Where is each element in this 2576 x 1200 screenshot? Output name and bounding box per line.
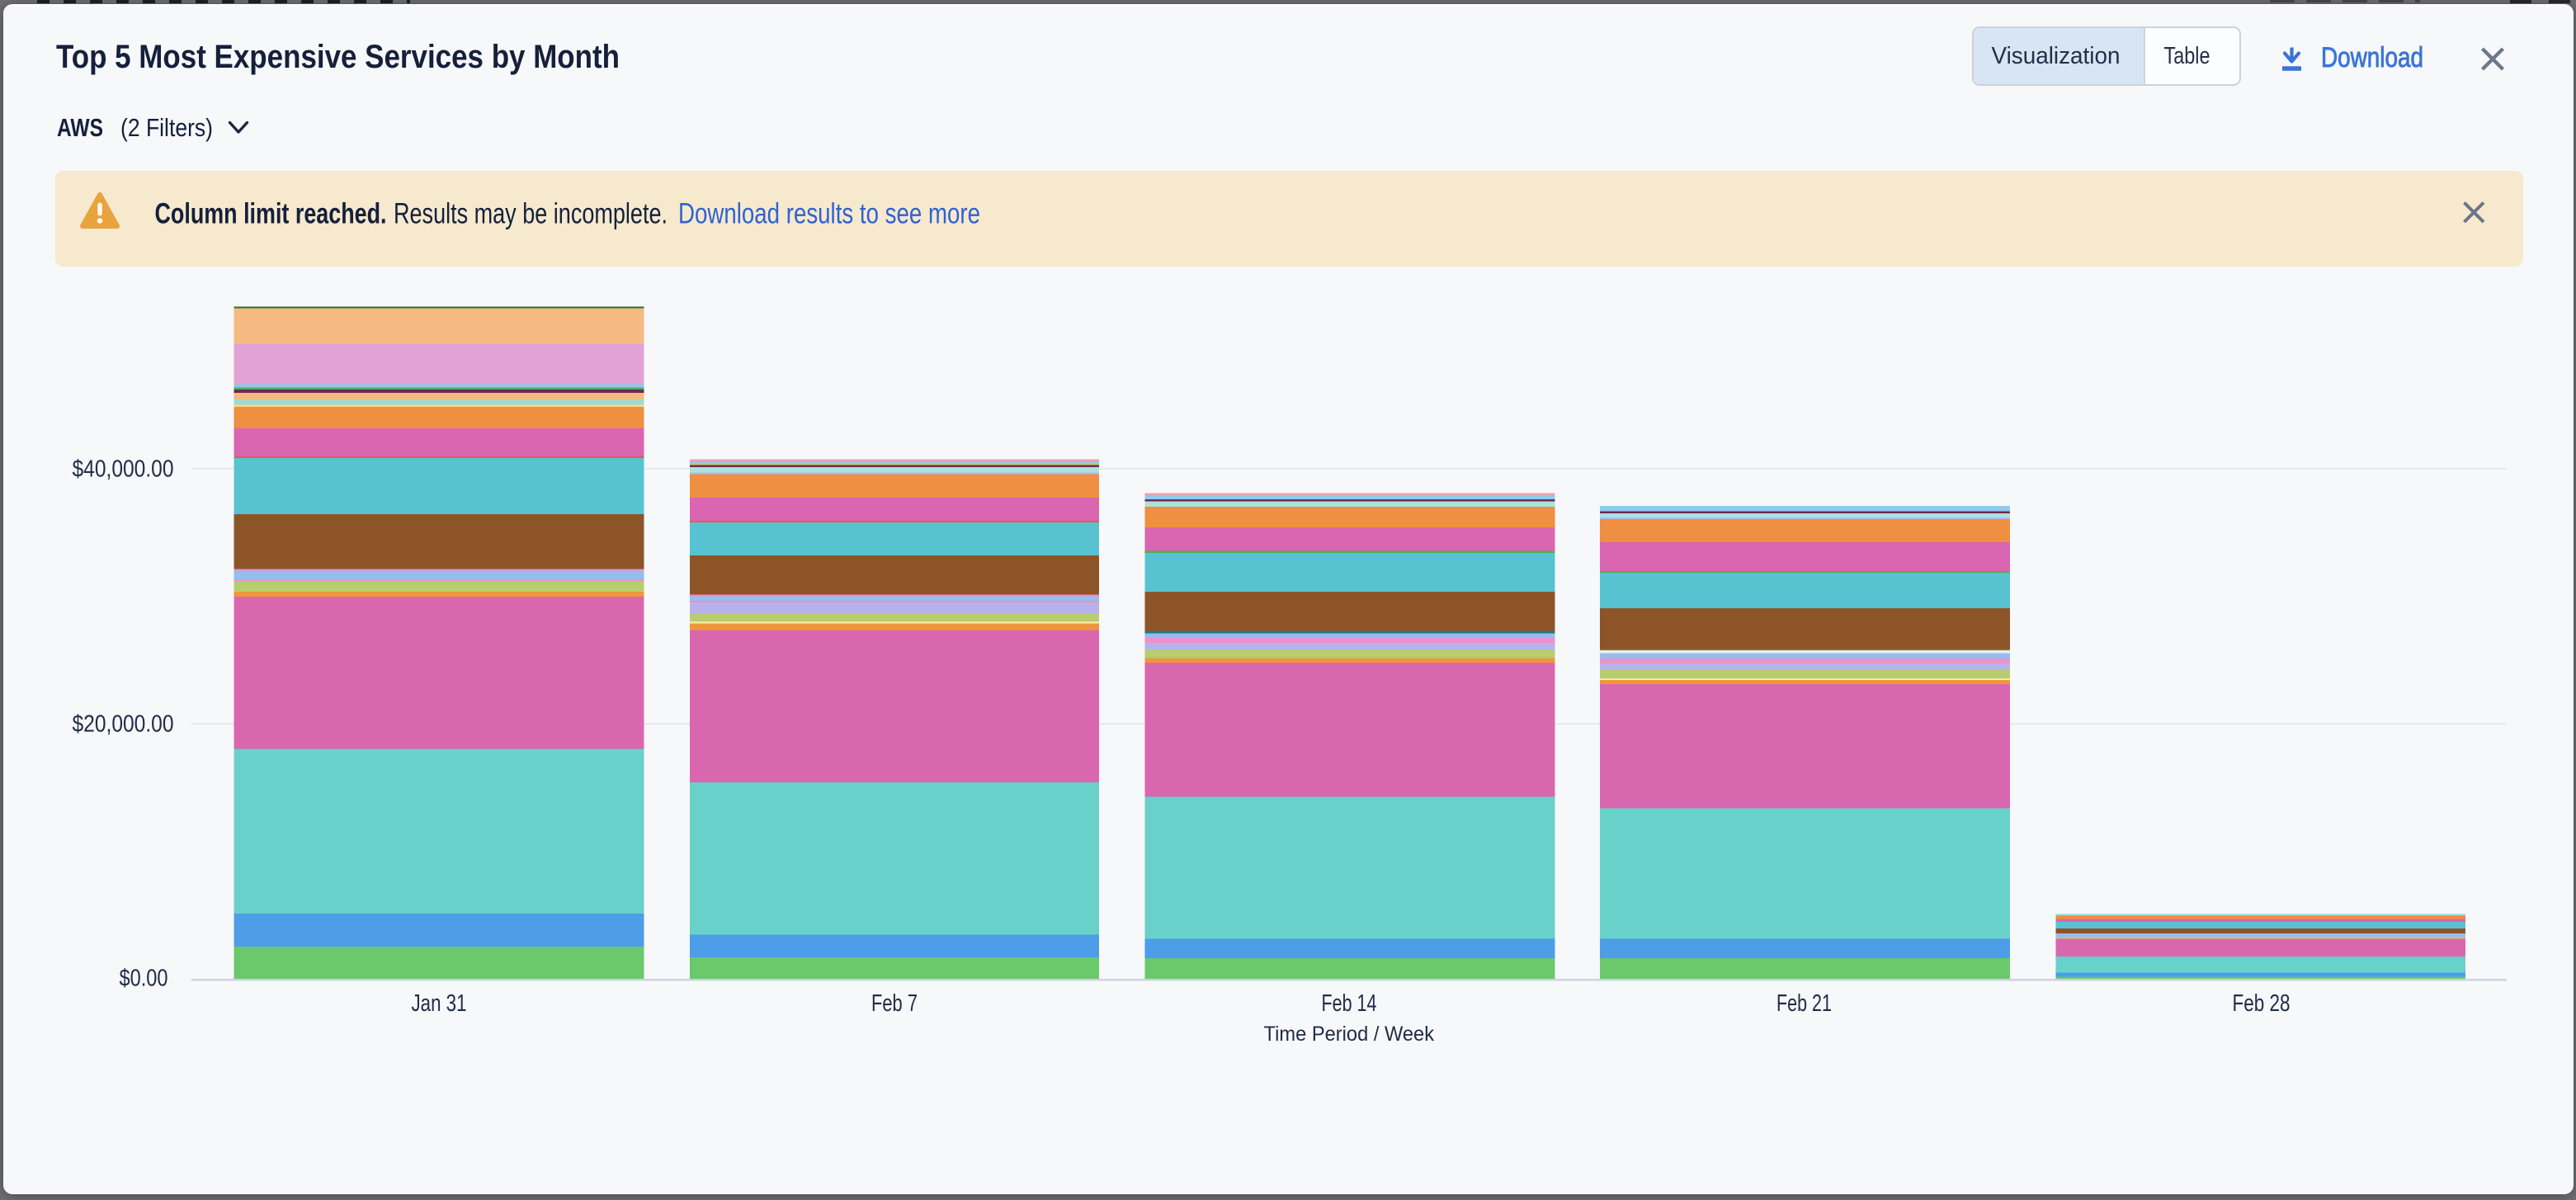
svg-text:Visualization: Visualization: [1992, 43, 2121, 69]
svg-text:Feb 28: Feb 28: [2233, 990, 2291, 1017]
svg-text:Jan 31: Jan 31: [412, 990, 467, 1017]
svg-text:AWS: AWS: [57, 113, 103, 142]
svg-text:Time Period / Week: Time Period / Week: [1264, 1023, 1435, 1046]
svg-text:(2 Filters): (2 Filters): [120, 113, 213, 142]
svg-text:$0.00: $0.00: [120, 966, 168, 992]
svg-text:Download: Download: [2321, 42, 2423, 73]
svg-text:$40,000.00: $40,000.00: [73, 456, 174, 483]
svg-text:$20,000.00: $20,000.00: [73, 711, 174, 738]
svg-text:Feb 14: Feb 14: [1322, 990, 1377, 1017]
svg-text:Feb 7: Feb 7: [871, 990, 918, 1017]
svg-text:Table: Table: [2164, 43, 2210, 69]
svg-text:Results may be incomplete.: Results may be incomplete.: [394, 198, 668, 230]
svg-text:Feb 21: Feb 21: [1776, 990, 1832, 1017]
svg-text:Column limit reached.: Column limit reached.: [155, 198, 387, 230]
svg-text:Top 5 Most Expensive Services: Top 5 Most Expensive Services by Month: [56, 39, 620, 75]
svg-text:Download results to see more: Download results to see more: [678, 198, 980, 230]
